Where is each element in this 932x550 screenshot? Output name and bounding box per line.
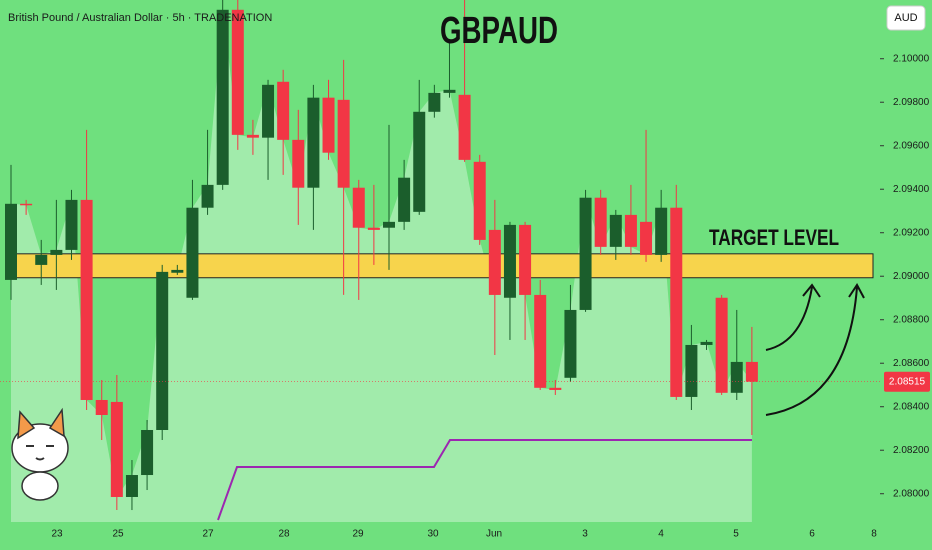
candle-body [141, 429, 154, 476]
candle-body [730, 361, 743, 393]
candle-body [655, 207, 668, 255]
candle-body [458, 94, 471, 160]
candle-body [20, 203, 33, 206]
candle-body [277, 81, 290, 140]
candle-body [231, 9, 244, 135]
x-tick-label: 6 [809, 529, 815, 540]
candle-body [519, 224, 532, 295]
candle-body [413, 111, 426, 212]
candle-body [186, 207, 199, 298]
x-tick-label: 29 [352, 529, 364, 540]
x-tick-label: 30 [427, 529, 439, 540]
candle-body [322, 97, 335, 153]
candle-body [594, 197, 607, 247]
candle-body [640, 221, 653, 255]
candle-body [156, 271, 169, 430]
candle-body [383, 221, 395, 228]
last-price-box [884, 371, 930, 392]
candle-body [745, 361, 758, 382]
candle-body [700, 341, 713, 345]
candle-body [564, 309, 577, 378]
candle-body [352, 187, 365, 228]
candle-body [292, 139, 305, 188]
candle-body [50, 249, 63, 255]
arrow [765, 283, 821, 351]
y-tick-label: 2.10000 [893, 53, 930, 64]
candle-body [262, 84, 275, 138]
x-tick-label: 28 [278, 529, 290, 540]
candle-body [171, 269, 184, 273]
y-tick-label: 2.08800 [893, 314, 930, 325]
candle-body [246, 134, 259, 138]
candle-body [337, 99, 350, 188]
target-zone [15, 253, 874, 279]
candle-body [549, 387, 562, 390]
y-tick-label: 2.09600 [893, 140, 930, 151]
currency-label[interactable]: AUD [894, 12, 917, 24]
y-tick-label: 2.09000 [893, 271, 930, 282]
candle-body [503, 224, 516, 298]
candle-body [35, 254, 48, 265]
candle-body [307, 97, 320, 188]
subtitle: British Pound / Australian Dollar · 5h ·… [8, 12, 272, 24]
candle-body [80, 199, 93, 400]
candle-body [216, 9, 229, 185]
candle-body [473, 161, 486, 240]
candle-body [488, 229, 501, 295]
x-tick-label: 5 [733, 529, 739, 540]
currency-box[interactable] [886, 5, 926, 31]
candle-body [398, 177, 411, 222]
candle-body [65, 199, 78, 250]
candle-body [685, 344, 698, 397]
candle-body [125, 475, 138, 497]
chart-title: GBPAUD [440, 10, 558, 52]
candle-body [95, 399, 108, 415]
x-tick-label: 23 [51, 529, 63, 540]
y-tick-label: 2.09200 [893, 227, 930, 238]
candle-body [579, 197, 592, 310]
mascot [11, 407, 69, 501]
y-tick-label: 2.08400 [893, 401, 930, 412]
arrow [765, 283, 865, 416]
annotation: TARGET LEVEL [709, 225, 839, 250]
candle-body [428, 92, 441, 112]
y-tick-label: 2.08200 [893, 445, 930, 456]
x-tick-label: 27 [202, 529, 214, 540]
y-tick-label: 2.08000 [893, 488, 930, 499]
plot-area [0, 0, 880, 523]
x-tick-label: 25 [112, 529, 124, 540]
candle-body [534, 294, 547, 388]
candle-body [609, 214, 622, 247]
last-price-label: 2.08515 [889, 376, 926, 387]
y-tick-label: 2.09400 [893, 184, 930, 195]
x-tick-label: 4 [658, 529, 664, 540]
x-tick-label: Jun [486, 529, 502, 540]
x-tick-label: 3 [582, 529, 588, 540]
indicator-line [217, 439, 752, 521]
candle-body [443, 89, 456, 93]
candle-body [715, 297, 728, 393]
candle-body [5, 203, 17, 280]
x-tick-label: 8 [871, 529, 877, 540]
candle-body [670, 207, 683, 397]
y-tick-label: 2.08600 [893, 358, 930, 369]
candle-body [201, 184, 214, 208]
candle-body [110, 401, 123, 497]
y-tick-label: 2.09800 [893, 97, 930, 108]
candle-body [624, 214, 637, 247]
candle-body [367, 227, 380, 230]
